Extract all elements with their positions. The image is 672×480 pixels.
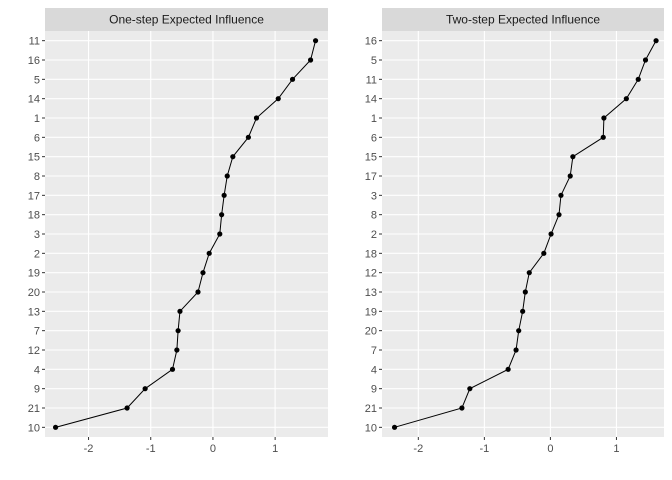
y-tick-label: 17 [365,171,377,183]
x-tick-label: -2 [413,443,423,455]
data-point [601,115,607,121]
y-tick-label: 6 [34,132,40,144]
y-tick-label: 20 [365,326,377,338]
data-point [635,76,641,82]
y-tick-label: 7 [34,326,40,338]
data-point [219,212,225,218]
data-point [52,424,59,430]
data-point [467,386,473,392]
data-point [195,289,201,295]
y-tick-label: 21 [28,403,40,415]
data-point [548,231,554,237]
data-point [206,250,212,256]
data-point [217,231,223,237]
y-tick-label: 10 [365,422,377,434]
y-tick-label: 9 [34,384,40,396]
y-tick-label: 6 [371,132,377,144]
data-point [224,173,230,179]
y-tick-label: 19 [28,268,40,280]
data-point [124,405,130,411]
y-tick-label: 2 [34,248,40,260]
data-point [653,38,659,44]
data-point [516,328,522,334]
data-point [558,192,564,198]
y-tick-label: 7 [371,345,377,357]
data-point [200,270,206,276]
data-point [459,405,465,411]
y-tick-label: 11 [366,74,377,86]
y-tick-label: 1 [34,113,40,125]
x-tick-label: 1 [613,443,619,455]
y-tick-label: 1 [371,113,377,125]
data-point [174,347,180,353]
x-tick-label: 1 [272,443,278,455]
y-tick-label: 18 [28,210,40,222]
data-point [522,289,528,295]
data-point [520,308,526,314]
y-tick-label: 13 [365,287,377,299]
data-point [391,424,398,430]
y-tick-label: 3 [34,229,40,241]
panel-title: Two-step Expected Influence [446,13,600,27]
data-point [177,308,183,314]
data-point [623,96,629,102]
data-point [600,134,606,140]
data-point [275,96,281,102]
y-tick-label: 15 [365,152,377,164]
x-tick-label: -1 [146,443,156,455]
y-tick-label: 9 [371,384,377,396]
data-point [253,115,260,121]
data-point [169,366,176,372]
data-point [556,212,562,218]
data-point [541,250,547,256]
data-point [570,154,576,160]
y-tick-label: 12 [28,345,40,357]
data-point [307,57,314,63]
y-tick-label: 18 [365,248,377,260]
y-tick-label: 14 [28,94,40,106]
panel-strip [382,8,664,31]
data-point [175,328,181,334]
y-tick-label: 5 [371,55,377,67]
x-tick-label: -1 [479,443,489,455]
y-tick-label: 14 [365,94,377,106]
data-point [245,134,251,140]
y-tick-label: 13 [28,306,40,318]
one-step-panel: One-step Expected Influence1116514161581… [28,8,328,455]
data-point [505,366,511,372]
y-tick-label: 17 [28,190,40,202]
y-tick-label: 10 [28,422,40,434]
x-tick-label: 0 [547,443,553,455]
panel-title: One-step Expected Influence [109,13,264,27]
data-point [230,154,236,160]
y-tick-label: 12 [365,268,377,280]
y-tick-label: 2 [371,229,377,241]
y-tick-label: 16 [28,55,40,67]
y-tick-label: 15 [28,152,40,164]
y-tick-label: 4 [34,364,40,376]
data-point [312,38,319,44]
data-point [526,270,532,276]
x-tick-label: 0 [210,443,216,455]
panel-strip [45,8,328,31]
two-step-panel: Two-step Expected Influence1651114161517… [365,8,664,455]
y-tick-label: 3 [371,190,377,202]
data-point [642,57,649,63]
data-point [142,386,148,392]
y-tick-label: 16 [365,36,377,48]
data-point [221,192,227,198]
data-point [567,173,573,179]
data-point [513,347,519,353]
y-tick-label: 8 [371,210,377,222]
y-tick-label: 4 [371,364,377,376]
y-tick-label: 8 [34,171,40,183]
y-tick-label: 11 [29,36,40,48]
x-tick-label: -2 [84,443,94,455]
y-tick-label: 21 [365,403,377,415]
y-tick-label: 20 [28,287,40,299]
data-point [289,76,296,82]
y-tick-label: 19 [365,306,377,318]
y-tick-label: 5 [34,74,40,86]
